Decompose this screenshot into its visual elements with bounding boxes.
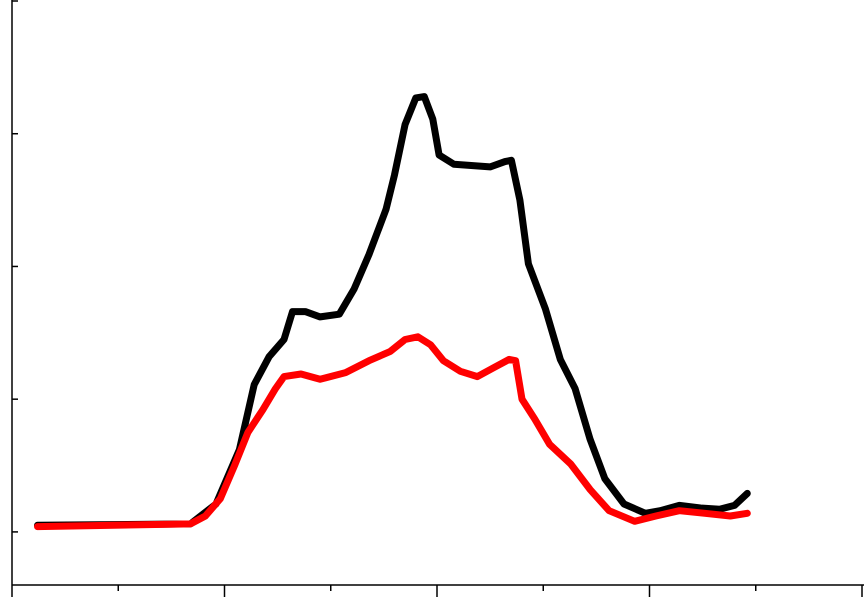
series-line	[34, 333, 751, 531]
series-line	[34, 93, 751, 529]
